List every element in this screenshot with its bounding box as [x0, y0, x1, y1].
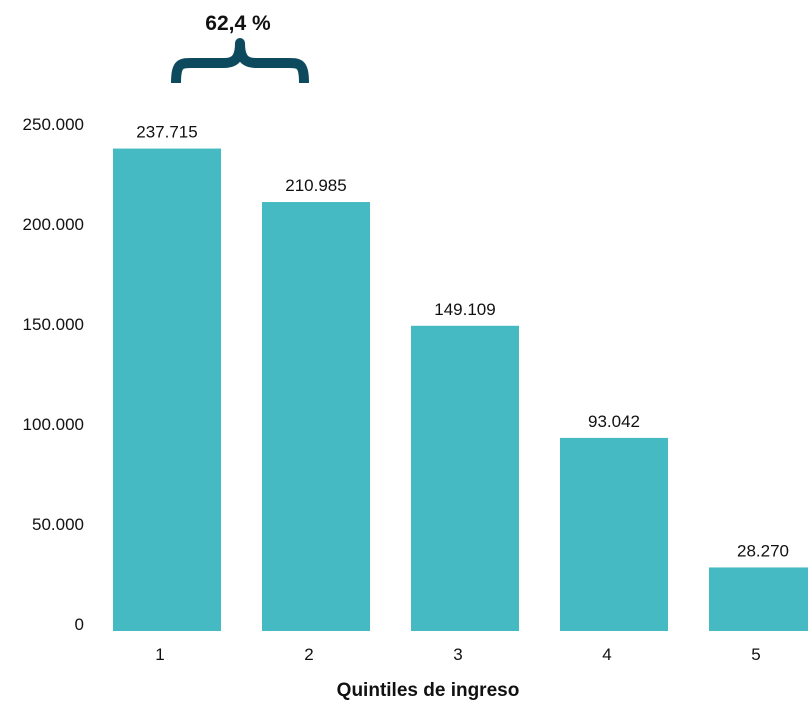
- annotation: 62,4 %: [171, 12, 309, 84]
- x-tick-label: 1: [155, 645, 164, 664]
- annotation-label: 62,4 %: [205, 12, 271, 35]
- x-tick-label: 3: [453, 645, 462, 664]
- data-label: 149.109: [434, 300, 495, 319]
- bars: [113, 148, 808, 631]
- x-axis: 1 2 3 4 5: [155, 645, 760, 664]
- x-tick-label: 4: [602, 645, 611, 664]
- y-tick-label: 250.000: [23, 115, 84, 134]
- bar-quintile-5: [709, 567, 808, 631]
- bar-quintile-1: [113, 148, 221, 631]
- data-label: 210.985: [285, 176, 346, 195]
- x-axis-title: Quintiles de ingreso: [337, 680, 520, 701]
- bar-quintile-3: [411, 325, 519, 631]
- bar-quintile-2: [262, 202, 370, 631]
- y-axis: 0 50.000 100.000 150.000 200.000 250.000: [23, 115, 84, 634]
- y-tick-label: 150.000: [23, 315, 84, 334]
- y-tick-label: 100.000: [23, 415, 84, 434]
- value-labels: 237.715 210.985 149.109 93.042 28.270: [136, 123, 789, 561]
- bar-quintile-4: [560, 437, 668, 631]
- data-label: 237.715: [136, 123, 197, 142]
- y-tick-label: 200.000: [23, 215, 84, 234]
- data-label: 28.270: [737, 541, 789, 560]
- y-tick-label: 0: [75, 615, 84, 634]
- data-label: 93.042: [588, 412, 640, 431]
- x-tick-label: 2: [304, 645, 313, 664]
- x-tick-label: 5: [751, 645, 760, 664]
- y-tick-label: 50.000: [32, 515, 84, 534]
- brace-annotation: [171, 38, 309, 84]
